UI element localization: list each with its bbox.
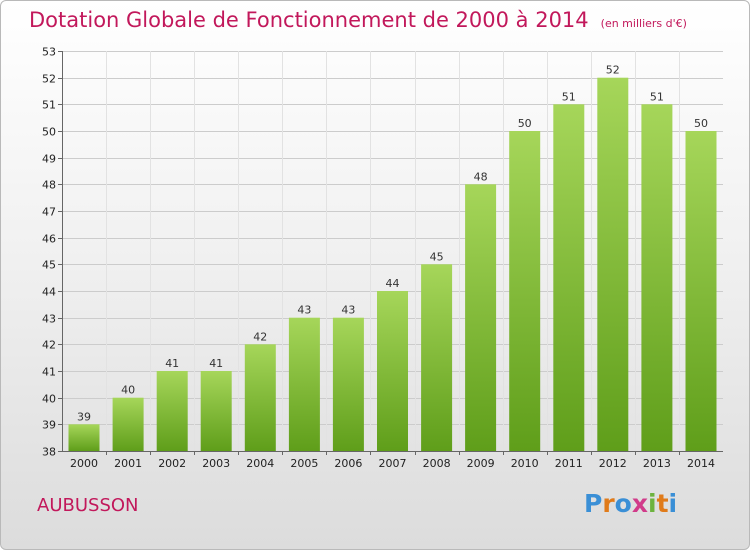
bar: [156, 371, 188, 451]
y-tick-label: 52: [42, 73, 56, 86]
data-label: 42: [253, 330, 267, 343]
data-label: 48: [474, 170, 488, 183]
logo-letter: i: [648, 489, 657, 518]
data-label: 44: [386, 277, 400, 290]
data-label: 41: [209, 357, 223, 370]
bar: [465, 184, 497, 452]
x-tick-label: 2010: [511, 457, 539, 470]
y-tick-label: 38: [42, 446, 56, 459]
x-tick-label: 2014: [687, 457, 715, 470]
logo-letter: r: [602, 489, 615, 518]
bar: [553, 104, 585, 452]
y-tick-label: 40: [42, 393, 56, 406]
data-label: 40: [121, 384, 135, 397]
bar: [377, 291, 408, 451]
commune-name: AUBUSSON: [37, 495, 139, 516]
y-tick-label: 39: [42, 419, 56, 432]
x-tick-label: 2004: [246, 457, 274, 470]
x-tick-label: 2012: [599, 457, 627, 470]
data-label: 39: [77, 410, 91, 423]
proxiti-logo[interactable]: Proxiti: [584, 489, 677, 518]
y-tick-label: 46: [42, 233, 56, 246]
y-tick-label: 47: [42, 206, 56, 219]
data-label: 43: [297, 304, 311, 317]
data-label: 41: [165, 357, 179, 370]
bar: [685, 131, 717, 451]
logo-letter: o: [614, 489, 632, 518]
y-tick-label: 43: [42, 313, 56, 326]
axes: 38 39 40 41 42 43 44 45 46 47 48 49 50 51 52 53 2000 2001…: [42, 46, 723, 470]
y-tick-label: 49: [42, 153, 56, 166]
y-tick-label: 45: [42, 259, 56, 272]
bar: [200, 371, 232, 451]
x-tick-label: 2007: [379, 457, 407, 470]
bar: [112, 397, 144, 451]
y-tick-label: 42: [42, 339, 56, 352]
y-tick-label: 44: [42, 286, 56, 299]
x-tick-label: 2008: [423, 457, 451, 470]
x-tick-label: 2006: [334, 457, 362, 470]
value-labels: 39 40 41 41 42 43 43 44 45 48 50 51 52 51 50: [77, 64, 708, 424]
logo-letter: i: [668, 489, 678, 518]
chart-unit-label: (en milliers d'€): [600, 17, 687, 30]
bar: [597, 77, 629, 451]
x-tick-label: 2013: [643, 457, 671, 470]
x-tick-label: 2011: [555, 457, 583, 470]
y-tick-label: 48: [42, 179, 56, 192]
x-tick-label: 2005: [290, 457, 318, 470]
logo-letter: x: [631, 489, 648, 518]
y-tick-label: 53: [42, 46, 56, 59]
bar: [509, 131, 541, 451]
data-label: 52: [606, 64, 620, 77]
bar: [641, 104, 673, 452]
data-label: 50: [518, 117, 532, 130]
y-tick-label: 50: [42, 126, 56, 139]
data-label: 51: [562, 90, 576, 103]
bar: [421, 264, 453, 451]
data-label: 45: [430, 250, 444, 263]
x-tick-label: 2009: [467, 457, 495, 470]
data-label: 43: [341, 304, 355, 317]
x-tick-label: 2002: [158, 457, 186, 470]
bar: [332, 317, 364, 451]
bar: [68, 424, 100, 451]
data-label: 50: [694, 117, 708, 130]
y-tick-label: 41: [42, 366, 56, 379]
x-tick-label: 2000: [70, 457, 98, 470]
bar: [244, 344, 276, 451]
y-tick-label: 51: [42, 99, 56, 112]
x-tick-label: 2003: [202, 457, 230, 470]
chart-title-text: Dotation Globale de Fonctionnement de 20…: [29, 8, 589, 32]
chart-title: Dotation Globale de Fonctionnement de 20…: [29, 8, 687, 32]
logo-letter: P: [584, 489, 603, 518]
logo-letter: t: [656, 489, 669, 518]
bar: [288, 317, 320, 451]
bars: [68, 77, 717, 452]
x-tick-label: 2001: [114, 457, 142, 470]
data-label: 51: [650, 90, 664, 103]
